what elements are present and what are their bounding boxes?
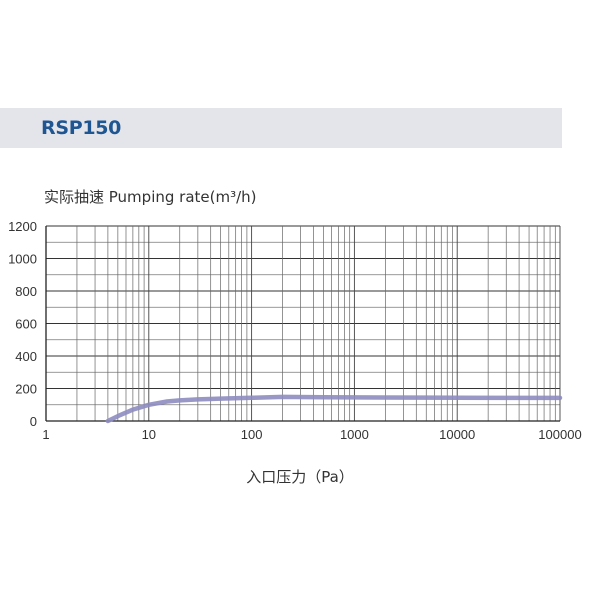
- y-tick-label: 800: [15, 284, 37, 299]
- y-tick-label: 600: [15, 317, 37, 332]
- y-tick-label: 0: [30, 414, 37, 429]
- x-tick-label: 100000: [538, 427, 581, 442]
- chart-grid: [45, 225, 561, 422]
- model-title: RSP150: [41, 117, 122, 139]
- x-tick-label: 100: [241, 427, 263, 442]
- y-axis-label: 实际抽速 Pumping rate(m³/h): [44, 188, 257, 206]
- y-axis-ticks: 0 200 400 600 800 1000 1200: [8, 219, 37, 429]
- x-axis-ticks: 1 10 100 1000 10000 100000: [42, 427, 581, 442]
- pumping-curve: [105, 394, 563, 424]
- x-tick-label: 10000: [439, 427, 475, 442]
- y-tick-label: 1200: [8, 219, 37, 234]
- model-title-bar: RSP150: [0, 108, 562, 148]
- x-axis-label: 入口压力（Pa）: [246, 468, 354, 486]
- y-tick-label: 400: [15, 349, 37, 364]
- x-tick-label: 1000: [340, 427, 369, 442]
- y-tick-label: 200: [15, 382, 37, 397]
- x-tick-label: 1: [42, 427, 49, 442]
- y-tick-label: 1000: [8, 252, 37, 267]
- x-tick-label: 10: [142, 427, 156, 442]
